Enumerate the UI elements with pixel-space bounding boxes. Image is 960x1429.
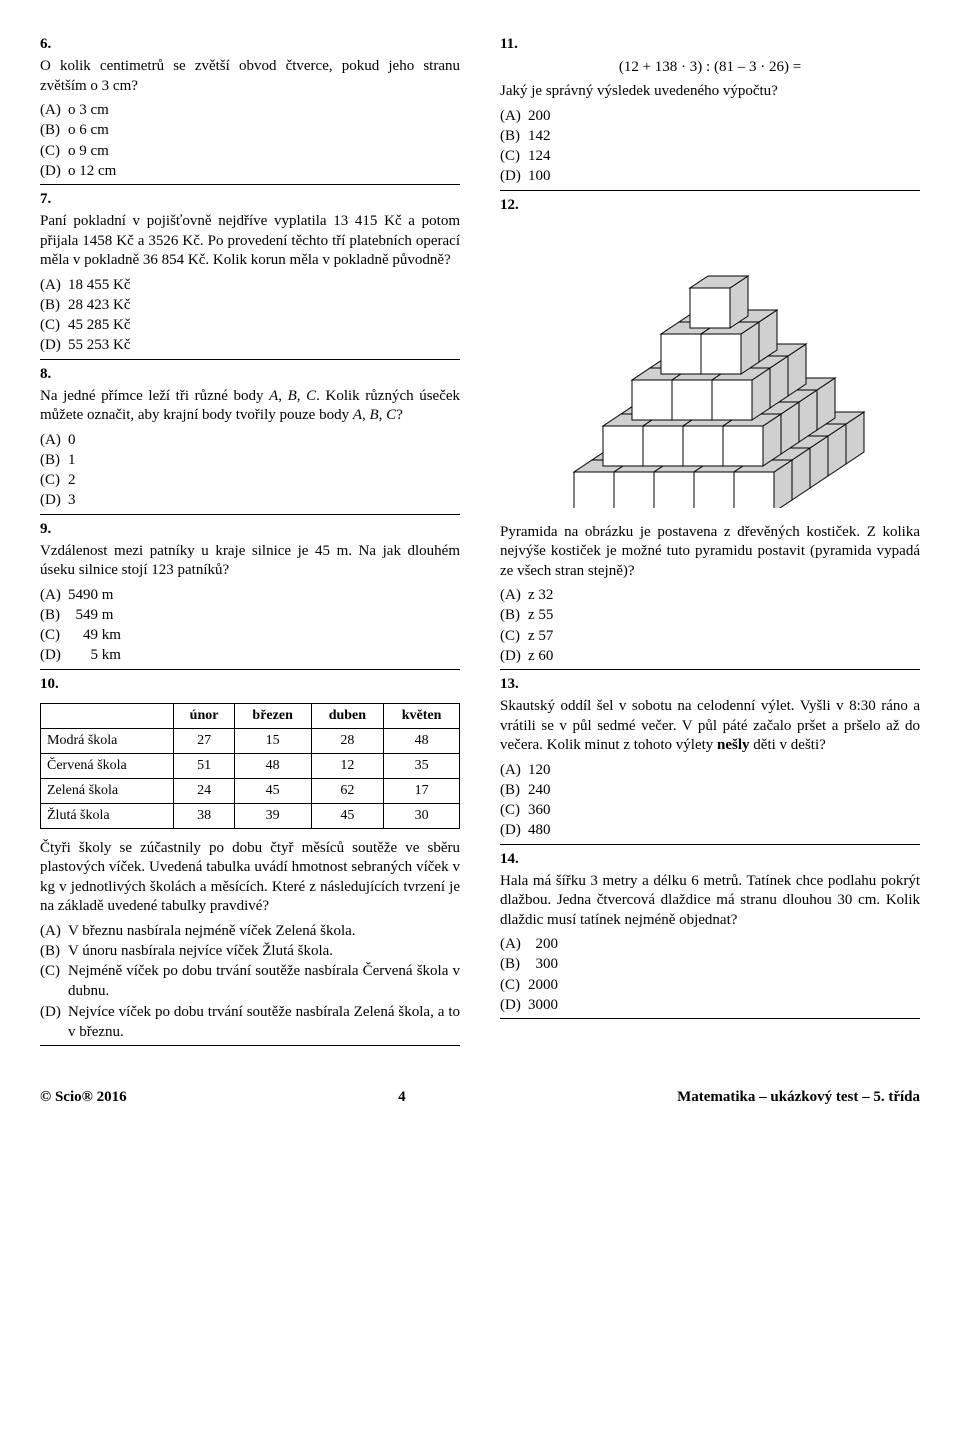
q12-options: (A)z 32 (B)z 55 (C)z 57 (D)z 60 bbox=[500, 585, 920, 666]
q13-opt-c: (C)360 bbox=[500, 800, 920, 820]
q12-opt-d: (D)z 60 bbox=[500, 646, 920, 666]
footer-title: Matematika – ukázkový test – 5. třída bbox=[677, 1089, 920, 1106]
q7-options: (A)18 455 Kč (B)28 423 Kč (C)45 285 Kč (… bbox=[40, 275, 460, 356]
page-footer: © Scio® 2016 4 Matematika – ukázkový tes… bbox=[40, 1089, 920, 1106]
table-row: Žlutá škola38394530 bbox=[41, 803, 460, 828]
q14-opt-c: (C)2000 bbox=[500, 975, 920, 995]
q10-opt-b: (B)V únoru nasbírala nejvíce víček Žlutá… bbox=[40, 941, 460, 961]
q10-options: (A)V březnu nasbírala nejméně víček Zele… bbox=[40, 921, 460, 1043]
content-columns: 6. O kolik centimetrů se zvětší obvod čt… bbox=[40, 30, 920, 1049]
q7-opt-b: (B)28 423 Kč bbox=[40, 295, 460, 315]
q9-opt-d: (D) 5 km bbox=[40, 645, 460, 665]
q8-opt-c: (C)2 bbox=[40, 470, 460, 490]
q6-opt-b: (B)o 6 cm bbox=[40, 120, 460, 140]
q11-opt-a: (A)200 bbox=[500, 106, 920, 126]
divider bbox=[40, 184, 460, 185]
q12-number: 12. bbox=[500, 197, 920, 214]
table-row: Zelená škola24456217 bbox=[41, 778, 460, 803]
table-header-row: únor březen duben květen bbox=[41, 703, 460, 728]
q6-opt-a: (A)o 3 cm bbox=[40, 100, 460, 120]
table-row: Červená škola51481235 bbox=[41, 753, 460, 778]
q7-number: 7. bbox=[40, 191, 460, 208]
q13-opt-a: (A)120 bbox=[500, 760, 920, 780]
q12-opt-a: (A)z 32 bbox=[500, 585, 920, 605]
q10-table: únor březen duben květen Modrá škola2715… bbox=[40, 703, 460, 829]
q11-number: 11. bbox=[500, 36, 920, 53]
divider bbox=[500, 669, 920, 670]
q8-opt-d: (D)3 bbox=[40, 490, 460, 510]
q6-opt-d: (D)o 12 cm bbox=[40, 161, 460, 181]
q10-opt-d: (D)Nejvíce víček po dobu trvání soutěže … bbox=[40, 1002, 460, 1043]
q9-opt-c: (C) 49 km bbox=[40, 625, 460, 645]
q7-opt-c: (C)45 285 Kč bbox=[40, 315, 460, 335]
q6-number: 6. bbox=[40, 36, 460, 53]
divider bbox=[40, 1045, 460, 1046]
q14-opt-a: (A) 200 bbox=[500, 934, 920, 954]
q8-number: 8. bbox=[40, 366, 460, 383]
q11-opt-b: (B)142 bbox=[500, 126, 920, 146]
table-row: Modrá škola27152848 bbox=[41, 728, 460, 753]
q13-opt-d: (D)480 bbox=[500, 820, 920, 840]
q8-text: Na jedné přímce leží tři různé body A, B… bbox=[40, 387, 460, 426]
q8-opt-b: (B)1 bbox=[40, 450, 460, 470]
q11-options: (A)200 (B)142 (C)124 (D)100 bbox=[500, 106, 920, 187]
q14-opt-d: (D)3000 bbox=[500, 995, 920, 1015]
footer-copyright: © Scio® 2016 bbox=[40, 1089, 127, 1106]
q9-options: (A)5490 m (B) 549 m (C) 49 km (D) 5 km bbox=[40, 585, 460, 666]
q11-expression: (12 + 138 · 3) : (81 – 3 · 26) = bbox=[500, 59, 920, 76]
q10-text: Čtyři školy se zúčastnily po dobu čtyř m… bbox=[40, 839, 460, 917]
q11-text: Jaký je správný výsledek uvedeného výpoč… bbox=[500, 82, 920, 102]
pyramid-figure bbox=[500, 228, 920, 508]
q8-opt-a: (A)0 bbox=[40, 430, 460, 450]
q8-options: (A)0 (B)1 (C)2 (D)3 bbox=[40, 430, 460, 511]
right-column: 11. (12 + 138 · 3) : (81 – 3 · 26) = Jak… bbox=[500, 30, 920, 1049]
q10-opt-a: (A)V březnu nasbírala nejméně víček Zele… bbox=[40, 921, 460, 941]
left-column: 6. O kolik centimetrů se zvětší obvod čt… bbox=[40, 30, 460, 1049]
q9-number: 9. bbox=[40, 521, 460, 538]
q11-opt-c: (C)124 bbox=[500, 146, 920, 166]
q14-number: 14. bbox=[500, 851, 920, 868]
q7-text: Paní pokladní v pojišťovně nejdříve vypl… bbox=[40, 212, 460, 271]
q7-opt-d: (D)55 253 Kč bbox=[40, 335, 460, 355]
q11-opt-d: (D)100 bbox=[500, 166, 920, 186]
footer-page-number: 4 bbox=[398, 1089, 406, 1106]
q14-text: Hala má šířku 3 metry a délku 6 metrů. T… bbox=[500, 872, 920, 931]
q13-text: Skautský oddíl šel v sobotu na celodenní… bbox=[500, 697, 920, 756]
divider bbox=[500, 844, 920, 845]
divider bbox=[40, 359, 460, 360]
q7-opt-a: (A)18 455 Kč bbox=[40, 275, 460, 295]
divider bbox=[40, 669, 460, 670]
q13-options: (A)120 (B)240 (C)360 (D)480 bbox=[500, 760, 920, 841]
q6-options: (A)o 3 cm (B)o 6 cm (C)o 9 cm (D)o 12 cm bbox=[40, 100, 460, 181]
q13-number: 13. bbox=[500, 676, 920, 693]
q14-options: (A) 200 (B) 300 (C)2000 (D)3000 bbox=[500, 934, 920, 1015]
q6-opt-c: (C)o 9 cm bbox=[40, 141, 460, 161]
divider bbox=[500, 1018, 920, 1019]
q14-opt-b: (B) 300 bbox=[500, 954, 920, 974]
q12-opt-b: (B)z 55 bbox=[500, 605, 920, 625]
q9-opt-b: (B) 549 m bbox=[40, 605, 460, 625]
q10-number: 10. bbox=[40, 676, 460, 693]
q13-opt-b: (B)240 bbox=[500, 780, 920, 800]
q9-text: Vzdálenost mezi patníky u kraje silnice … bbox=[40, 542, 460, 581]
q12-opt-c: (C)z 57 bbox=[500, 626, 920, 646]
divider bbox=[40, 514, 460, 515]
q12-text: Pyramida na obrázku je postavena z dřevě… bbox=[500, 523, 920, 582]
divider bbox=[500, 190, 920, 191]
q10-opt-c: (C)Nejméně víček po dobu trvání soutěže … bbox=[40, 961, 460, 1002]
q6-text: O kolik centimetrů se zvětší obvod čtver… bbox=[40, 57, 460, 96]
q9-opt-a: (A)5490 m bbox=[40, 585, 460, 605]
